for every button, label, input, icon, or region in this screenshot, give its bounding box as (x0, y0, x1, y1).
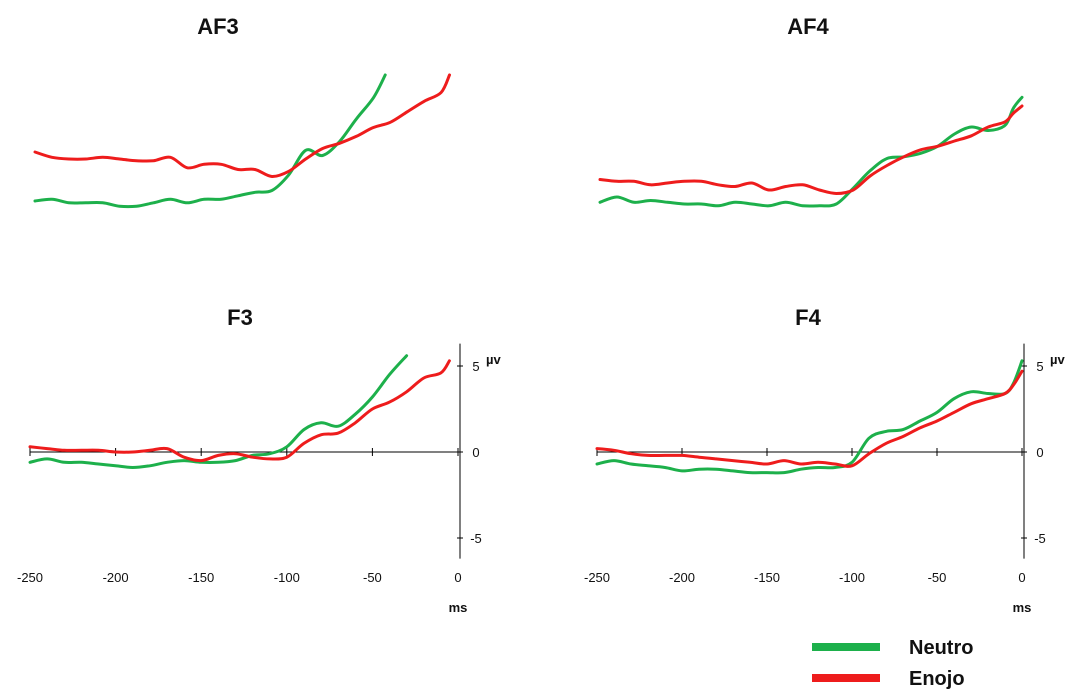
chart-panel-af3: AF3 (33, 14, 451, 209)
y-tick-label: 0 (472, 445, 479, 460)
chart-title: AF3 (197, 14, 239, 39)
series-line-enojo (28, 359, 451, 463)
series-line-neutro (595, 359, 1024, 475)
x-tick-label: -150 (754, 570, 780, 585)
series-line-neutro (33, 73, 387, 209)
x-axis-label: ms (449, 600, 468, 615)
series-line-enojo (595, 369, 1024, 468)
chart-panel-f3: F3 -250 -200 -150 -100 -50 0 5 0 -5 µv ms (17, 305, 502, 615)
x-tick-label: -100 (274, 570, 300, 585)
series-line-neutro (598, 95, 1024, 208)
series-line-enojo (33, 73, 451, 179)
x-tick-label: -200 (669, 570, 695, 585)
x-tick-label: -200 (103, 570, 129, 585)
legend-label-enojo: Enojo (909, 668, 965, 690)
y-axis-label: µv (486, 352, 501, 367)
x-tick-label: -150 (188, 570, 214, 585)
chart-panel-af4: AF4 (598, 14, 1024, 208)
legend: Neutro Enojo (812, 637, 973, 690)
chart-panel-f4: F4 -250 -200 -150 -100 -50 0 5 0 -5 µv ms (584, 305, 1066, 615)
x-tick-label: -50 (363, 570, 382, 585)
y-axis-label: µv (1050, 352, 1065, 367)
x-axis-label: ms (1013, 600, 1032, 615)
chart-title: AF4 (787, 14, 829, 39)
y-tick-label: -5 (470, 531, 482, 546)
x-tick-label: -100 (839, 570, 865, 585)
series-line-neutro (28, 354, 409, 469)
chart-title: F4 (795, 305, 821, 330)
series-line-enojo (598, 104, 1024, 195)
x-tick-label: -250 (17, 570, 43, 585)
y-tick-label: -5 (1034, 531, 1046, 546)
x-tick-label: -250 (584, 570, 610, 585)
y-tick-label: 5 (1036, 359, 1043, 374)
y-tick-label: 5 (472, 359, 479, 374)
legend-swatch-neutro (812, 643, 880, 651)
y-tick-label: 0 (1036, 445, 1043, 460)
chart-title: F3 (227, 305, 253, 330)
legend-label-neutro: Neutro (909, 637, 973, 659)
x-tick-label: 0 (454, 570, 461, 585)
x-tick-label: -50 (928, 570, 947, 585)
x-tick-label: 0 (1018, 570, 1025, 585)
legend-swatch-enojo (812, 674, 880, 682)
